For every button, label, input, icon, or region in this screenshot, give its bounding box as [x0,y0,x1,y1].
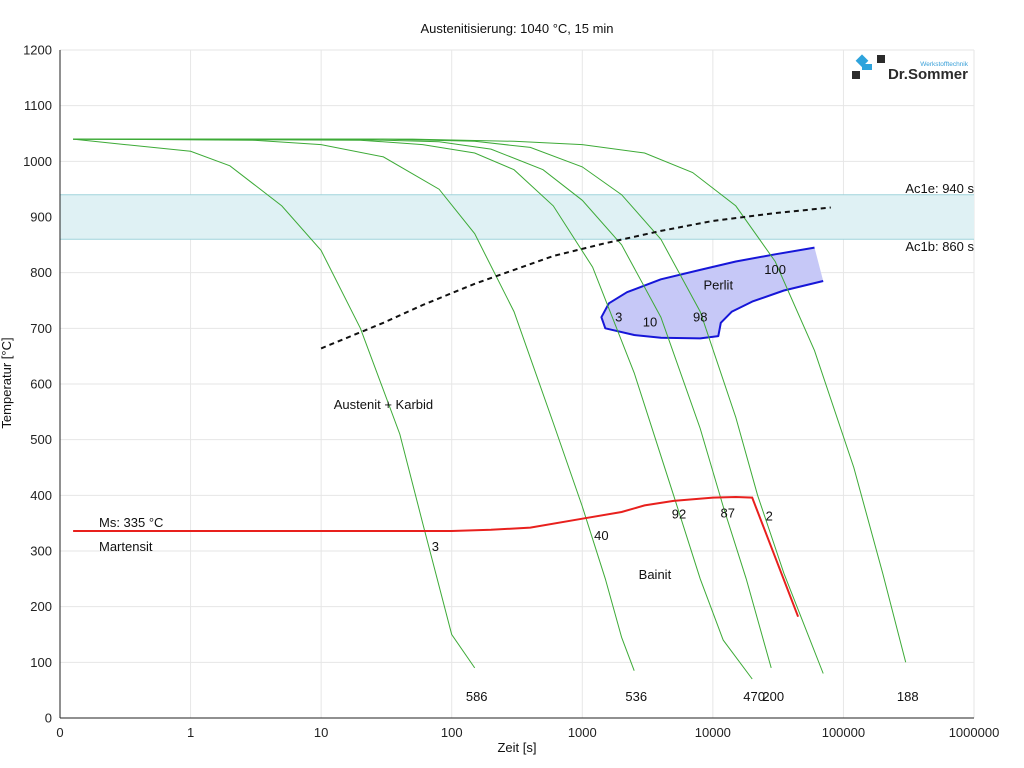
curve-end-label: 188 [897,689,919,704]
chart-title: Austenitisierung: 1040 °C, 15 min [420,21,613,36]
y-tick-label: 100 [30,655,52,670]
axes-layer [59,50,974,719]
y-tick-label: 0 [45,711,52,726]
x-tick-label: 10000 [695,725,731,740]
ac-band-layer [60,194,974,240]
annotation-label: Perlit [703,277,733,292]
logo-mark-top [877,55,885,63]
annotation-label: 10 [643,315,657,330]
logo-tagline: Werkstofftechnik [920,61,969,68]
annotation-label: Martensit [99,539,153,554]
carbide-line [320,206,831,350]
cooling-curve [73,138,772,669]
curves-layer [73,138,907,680]
x-tick-label: 10 [314,725,328,740]
perlit-layer [600,246,824,340]
logo: Werkstofftechnik Dr.Sommer [852,54,969,83]
annotation-label: 98 [693,310,707,325]
ms-line [73,495,800,618]
annotation-label: 87 [721,506,735,521]
logo-mark-bottom [852,71,860,79]
curve-end-label: 470 [743,689,765,704]
ticks-layer: 0 1 10 100 1000 10000 100000 1000000 0 100 200 300 4… [23,43,999,741]
y-tick-label: 1200 [23,43,52,58]
annotation-label: Austenit + Karbid [334,397,433,412]
ms-label: Ms: 335 °C [99,515,163,530]
y-tick-label: 400 [30,488,52,503]
y-tick-label: 500 [30,432,52,447]
y-tick-label: 600 [30,377,52,392]
y-tick-label: 300 [30,544,52,559]
logo-mark-mid [862,64,872,70]
annotation-label: 3 [432,539,439,554]
ac1e-label: Ac1e: 940 s [905,181,974,196]
annotation-label: 100 [764,262,786,277]
x-tick-label: 1000000 [949,725,1000,740]
annotation-label: 3 [615,310,622,325]
x-tick-label: 1000 [568,725,597,740]
y-tick-label: 800 [30,265,52,280]
x-tick-label: 1 [187,725,194,740]
annotation-label: Bainit [639,567,672,582]
grid-layer [60,49,975,718]
annotation-label: 92 [672,507,686,522]
x-tick-label: 100 [441,725,463,740]
x-tick-label: 0 [56,725,63,740]
annotation-label: 40 [594,528,608,543]
y-tick-label: 200 [30,599,52,614]
cooling-curve [73,138,753,680]
y-tick-label: 1100 [24,98,52,113]
annotation-label: 2 [766,508,773,523]
y-tick-label: 900 [30,210,52,225]
curve-end-label: 536 [625,689,647,704]
cooling-curve [73,138,907,663]
curve-end-label: 586 [466,689,488,704]
ac1b-label: Ac1b: 860 s [905,239,974,254]
curve-end-label: 200 [762,689,784,704]
cooling-curve [73,138,635,671]
x-axis-label: Zeit [s] [497,740,536,755]
ac-band [60,194,974,240]
y-tick-label: 1000 [23,154,52,169]
logo-name: Dr.Sommer [888,66,968,83]
y-tick-label: 700 [30,321,52,336]
cooling-curve [73,138,476,669]
perlit-region [600,246,824,340]
cooling-curve [73,138,824,674]
y-axis-label: Temperatur [°C] [0,337,14,428]
x-tick-label: 100000 [822,725,865,740]
